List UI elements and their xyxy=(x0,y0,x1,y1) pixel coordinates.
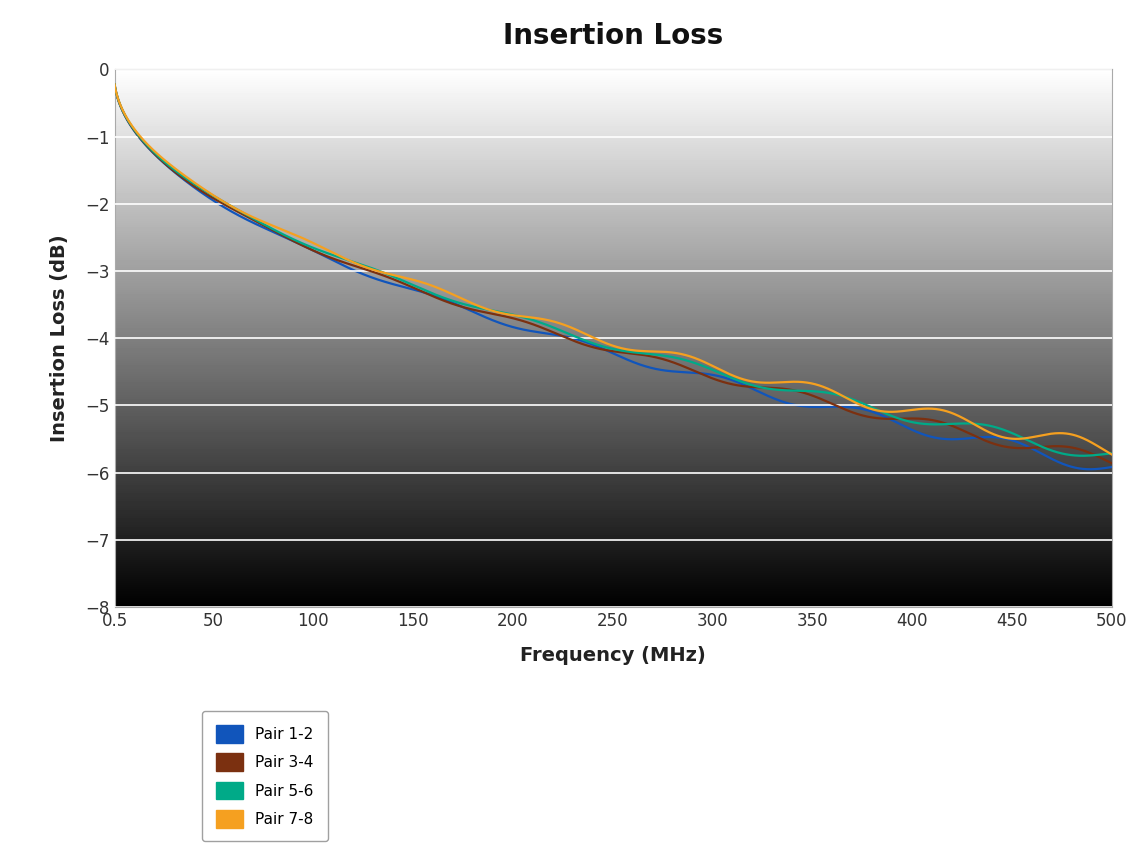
Pair 1-2 xyxy=(490,316,504,327)
Pair 3-4 xyxy=(281,232,295,243)
Pair 3-4 xyxy=(221,201,235,212)
Pair 7-8 xyxy=(533,314,547,324)
Pair 1-2 xyxy=(108,80,121,90)
Pair 7-8 xyxy=(221,199,235,210)
Pair 3-4 xyxy=(1085,448,1099,459)
Line: Pair 3-4: Pair 3-4 xyxy=(115,85,1112,463)
Y-axis label: Insertion Loss (dB): Insertion Loss (dB) xyxy=(49,234,69,442)
Title: Insertion Loss: Insertion Loss xyxy=(503,23,723,50)
Legend: Pair 1-2, Pair 3-4, Pair 5-6, Pair 7-8: Pair 1-2, Pair 3-4, Pair 5-6, Pair 7-8 xyxy=(202,711,328,842)
Line: Pair 5-6: Pair 5-6 xyxy=(115,84,1112,456)
Pair 5-6 xyxy=(108,79,121,89)
Pair 3-4 xyxy=(978,435,991,446)
Pair 1-2 xyxy=(978,432,991,442)
Pair 3-4 xyxy=(533,322,547,332)
Pair 5-6 xyxy=(281,231,295,242)
Pair 3-4 xyxy=(108,80,121,90)
Pair 5-6 xyxy=(1105,448,1118,459)
Pair 1-2 xyxy=(1083,464,1097,474)
Pair 7-8 xyxy=(108,79,121,89)
Pair 1-2 xyxy=(1105,462,1118,473)
Line: Pair 7-8: Pair 7-8 xyxy=(115,84,1112,454)
X-axis label: Frequency (MHz): Frequency (MHz) xyxy=(520,647,706,666)
Pair 1-2 xyxy=(281,233,295,244)
Pair 3-4 xyxy=(1105,458,1118,468)
Line: Pair 1-2: Pair 1-2 xyxy=(115,85,1112,469)
Pair 5-6 xyxy=(1085,450,1099,460)
Pair 1-2 xyxy=(221,205,235,215)
Pair 5-6 xyxy=(1075,451,1089,461)
Pair 7-8 xyxy=(490,307,504,317)
Pair 1-2 xyxy=(533,327,547,337)
Pair 5-6 xyxy=(490,306,504,316)
Pair 5-6 xyxy=(533,317,547,328)
Pair 7-8 xyxy=(978,425,991,435)
Pair 7-8 xyxy=(1105,449,1118,460)
Pair 5-6 xyxy=(221,199,235,210)
Pair 3-4 xyxy=(490,310,504,320)
Pair 5-6 xyxy=(978,420,991,430)
Pair 7-8 xyxy=(1085,438,1099,448)
Pair 1-2 xyxy=(1085,464,1099,474)
Pair 7-8 xyxy=(281,226,295,237)
